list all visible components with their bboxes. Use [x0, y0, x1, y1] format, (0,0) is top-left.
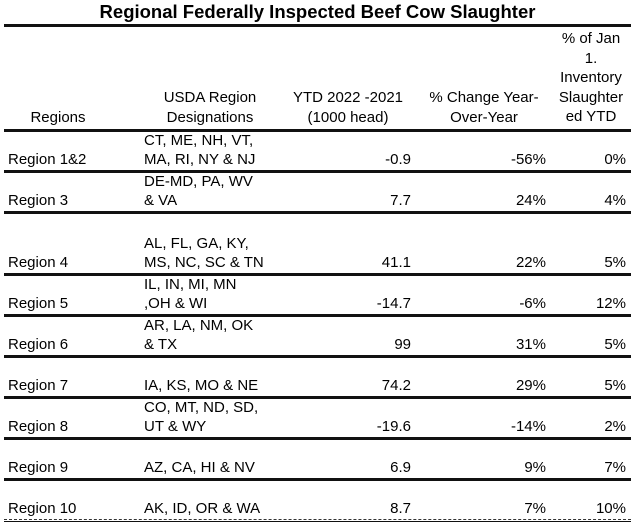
pct-change-value: 31% — [515, 336, 546, 353]
header-regions: Regions — [8, 108, 108, 128]
pct-change-value: 22% — [515, 254, 546, 271]
header-designations-line: USDA Region — [163, 89, 257, 106]
region-name: Region 9 — [8, 459, 69, 476]
ytd-value: 7.7 — [390, 192, 411, 209]
table-title: Regional Federally Inspected Beef Cow Sl… — [99, 1, 536, 22]
header-pct-inventory-line: 1. — [584, 49, 598, 67]
ytd-value: -19.6 — [376, 418, 411, 435]
pct-change-value: 29% — [515, 377, 546, 394]
row-rule — [4, 396, 631, 399]
row-rule — [4, 211, 631, 214]
pct-change-value: 24% — [515, 192, 546, 209]
pct-inventory-value: 2% — [604, 418, 626, 435]
pct-inventory-value: 0% — [604, 151, 626, 168]
header-pct-change: % Change Year- Over-Year — [418, 88, 550, 127]
pct-inventory-value: 12% — [595, 295, 626, 312]
header-ytd-line: (1000 head) — [307, 108, 389, 126]
pct-inventory-value: 5% — [604, 336, 626, 353]
header-ytd: YTD 2022 -2021 (1000 head) — [282, 88, 414, 127]
header-pct-inventory-line: Slaughter — [558, 88, 624, 106]
row-rule — [4, 314, 631, 317]
header-pct-inventory: % of Jan 1. Inventory Slaughter ed YTD — [550, 29, 632, 127]
pct-inventory-value: 4% — [604, 192, 626, 209]
region-designation: AK, ID, OR & WA — [144, 500, 261, 517]
pct-inventory-value: 5% — [604, 254, 626, 271]
region-designation: AR, LA, NM, OK — [144, 316, 254, 334]
region-designation: AZ, CA, HI & NV — [144, 459, 255, 476]
region-designation: ,OH & WI — [144, 295, 208, 312]
ytd-value: 74.2 — [381, 377, 411, 394]
header-pct-inventory-line: % of Jan — [561, 30, 621, 47]
ytd-value: 6.9 — [390, 459, 411, 476]
pct-change-value: -56% — [510, 151, 546, 168]
ytd-value: -14.7 — [376, 295, 411, 312]
pct-change-value: 9% — [524, 459, 546, 476]
region-name: Region 7 — [8, 377, 69, 394]
region-designation: & VA — [144, 192, 178, 209]
row-rule — [4, 519, 631, 522]
top-rule — [4, 24, 631, 27]
row-rule — [4, 355, 631, 358]
header-pct-inventory-line: ed YTD — [565, 108, 617, 125]
region-designation: CT, ME, NH, VT, — [144, 131, 254, 149]
header-regions-line: Regions — [30, 109, 86, 126]
region-designation: DE-MD, PA, WV — [144, 172, 253, 190]
region-designation: IL, IN, MI, MN — [144, 275, 237, 293]
ytd-value: -0.9 — [385, 151, 411, 168]
region-designation: MS, NC, SC & TN — [144, 254, 264, 271]
row-rule — [4, 437, 631, 440]
row-rule — [4, 478, 631, 481]
pct-change-value: -6% — [519, 295, 546, 312]
region-name: Region 6 — [8, 336, 69, 353]
ytd-value: 99 — [394, 336, 411, 353]
region-name: Region 5 — [8, 295, 69, 312]
header-pct-change-line: % Change Year- — [429, 89, 539, 106]
pct-change-value: -14% — [510, 418, 546, 435]
ytd-value: 8.7 — [390, 500, 411, 517]
region-designation: IA, KS, MO & NE — [144, 377, 259, 394]
region-designation: AL, FL, GA, KY, — [144, 234, 249, 252]
header-ytd-line: YTD 2022 -2021 — [292, 89, 404, 106]
pct-inventory-value: 5% — [604, 377, 626, 394]
region-designation: UT & WY — [144, 418, 207, 435]
row-rule — [4, 170, 631, 173]
pct-inventory-value: 10% — [595, 500, 626, 517]
row-rule — [4, 273, 631, 276]
region-name: Region 1&2 — [8, 151, 87, 168]
ytd-value: 41.1 — [381, 254, 411, 271]
region-designation: CO, MT, ND, SD, — [144, 398, 259, 416]
pct-inventory-value: 7% — [604, 459, 626, 476]
header-designations-line: Designations — [166, 108, 254, 126]
region-name: Region 10 — [8, 500, 77, 517]
header-designations: USDA Region Designations — [136, 88, 284, 127]
header-rule — [4, 129, 631, 132]
region-designation: MA, RI, NY & NJ — [144, 151, 256, 168]
region-name: Region 4 — [8, 254, 69, 271]
region-name: Region 3 — [8, 192, 69, 209]
header-pct-change-line: Over-Year — [450, 108, 518, 126]
region-name: Region 8 — [8, 418, 69, 435]
pct-change-value: 7% — [524, 500, 546, 517]
header-pct-inventory-line: Inventory — [560, 69, 622, 86]
region-designation: & TX — [144, 336, 178, 353]
